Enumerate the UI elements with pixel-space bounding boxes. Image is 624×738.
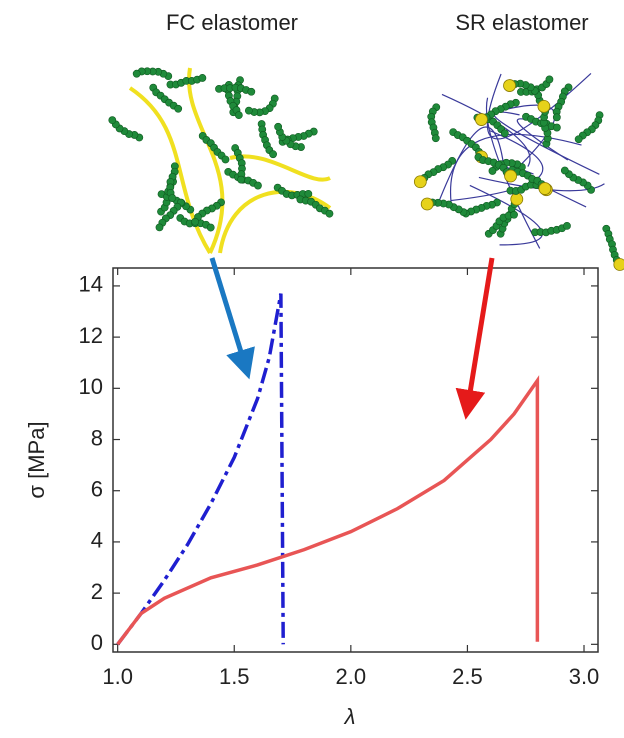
series-line [116,293,285,646]
illus-bead [325,209,334,218]
x-tick-label: 1.5 [219,664,250,689]
illus-bead [488,167,497,175]
series-line [116,375,540,646]
illus-bead [221,155,230,164]
illus-curve [441,93,531,167]
illus-bead [500,129,509,138]
series-label: FC elastomer [166,10,298,35]
illus-bead [168,194,177,203]
illustrations [108,67,624,271]
illus-node [504,169,517,183]
illus-curve [450,130,544,202]
illus-curve [128,86,212,255]
illus-bead [510,210,518,219]
illus-bead [108,116,117,125]
series-label: SR elastomer [455,10,588,35]
illus-curve [187,67,225,254]
illus-bead [545,75,554,84]
illus-curve [436,126,504,207]
y-tick-label: 10 [79,374,103,399]
y-tick-label: 4 [91,528,103,553]
illus-node [537,99,551,113]
illus-bead [206,223,215,232]
illus-bead [563,221,571,230]
illus-bead [198,74,207,82]
arrow [209,257,255,380]
y-axis-label: σ [MPa] [24,421,49,498]
illus-node [510,192,524,206]
illus-node [475,113,488,126]
illus-curve [485,97,541,249]
illus-curve [478,176,605,192]
illus-bead [237,175,245,184]
illus-bead [274,122,283,131]
y-tick-label: 14 [79,272,103,297]
y-tick-label: 6 [91,477,103,502]
illus-bead [132,69,141,78]
arrows [209,257,495,420]
y-tick-label: 0 [91,630,103,655]
illus-bead [552,113,561,122]
arrow [455,257,495,420]
illus-bead [254,181,262,190]
y-tick-label: 2 [91,579,103,604]
illus-bead [269,150,277,159]
illus-bead [304,189,313,198]
y-tick-label: 12 [79,323,103,348]
illus-bead [174,104,183,113]
illus-node [503,79,516,92]
plot-frame [112,267,599,653]
illus-node [538,182,552,195]
y-tick-label: 8 [91,425,103,450]
illus-bead [234,111,243,120]
illus-bead [552,123,561,132]
illus-curve [218,189,332,254]
illus-bead [574,135,583,144]
illus-node [413,175,427,189]
illus-bead [191,217,200,226]
illus-bead [155,223,164,232]
illus-node [420,197,434,211]
illus-bead [244,106,253,115]
x-tick-label: 2.0 [336,664,367,689]
illus-bead [431,134,440,143]
x-axis-label: λ [344,704,356,729]
x-tick-label: 2.5 [452,664,483,689]
illus-node [613,258,624,271]
illus-bead [560,166,569,175]
illus-bead [247,87,256,96]
x-tick-label: 3.0 [569,664,600,689]
x-tick-label: 1.0 [102,664,133,689]
